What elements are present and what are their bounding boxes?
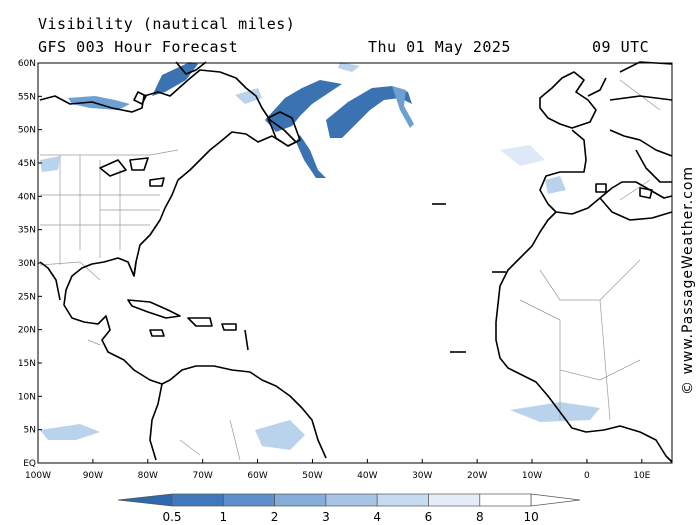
latitude-labels: 60N 55N 50N 45N 40N 35N 30N 25N 20N 15N 10N 5N EQ xyxy=(18,59,42,469)
latitude-label: 50N xyxy=(18,126,36,136)
longitude-label: 50W xyxy=(302,471,322,481)
latitude-label: 30N xyxy=(18,259,36,269)
longitude-label: 10E xyxy=(633,471,650,481)
colorbar-label: 4 xyxy=(373,510,381,524)
colorbar-segment xyxy=(376,493,429,507)
colorbar-segment xyxy=(274,493,327,507)
longitude-label: 80W xyxy=(138,471,158,481)
latitude-label: 15N xyxy=(18,359,36,369)
map-title: Visibility (nautical miles) xyxy=(38,15,296,33)
country-borders xyxy=(39,79,661,461)
latitude-label: 25N xyxy=(18,292,36,302)
colorbar-label: 6 xyxy=(425,510,433,524)
latitude-label: 5N xyxy=(24,426,36,436)
colorbar-left-tip xyxy=(117,493,173,507)
colorbar-segment xyxy=(428,493,481,507)
low-visibility-areas xyxy=(40,62,600,450)
latitude-label: EQ xyxy=(23,459,36,469)
copyright-credit: © www.PassageWeather.com xyxy=(680,165,696,395)
latitude-label: 55N xyxy=(18,92,36,102)
longitude-label: 30W xyxy=(412,471,432,481)
latitude-label: 20N xyxy=(18,326,36,336)
colorbar-label: 10 xyxy=(523,510,538,524)
longitude-label: 40W xyxy=(357,471,377,481)
colorbar-label: 0.5 xyxy=(162,510,181,524)
colorbar-segment xyxy=(222,493,275,507)
colorbar-label: 2 xyxy=(271,510,279,524)
longitude-label: 10W xyxy=(522,471,542,481)
colorbar-segment xyxy=(171,493,224,507)
longitude-labels: 100W 90W 80W 70W 60W 50W 40W 30W 20W 10W 0 10E xyxy=(25,459,651,481)
forecast-date: Thu 01 May 2025 xyxy=(368,38,511,56)
coastlines xyxy=(39,61,673,463)
latitude-label: 40N xyxy=(18,192,36,202)
latitude-label: 45N xyxy=(18,159,36,169)
colorbar-label: 3 xyxy=(322,510,330,524)
longitude-label: 0 xyxy=(584,471,590,481)
longitude-label: 90W xyxy=(83,471,103,481)
colorbar-segment xyxy=(325,493,378,507)
colorbar-label: 8 xyxy=(476,510,484,524)
longitude-label: 20W xyxy=(467,471,487,481)
forecast-time: 09 UTC xyxy=(592,38,650,56)
longitude-label: 100W xyxy=(25,471,51,481)
colorbar-segment xyxy=(479,493,532,507)
forecast-subtitle: GFS 003 Hour Forecast xyxy=(38,38,239,56)
colorbar-right-tip xyxy=(530,493,581,507)
ocean-area xyxy=(38,63,672,463)
latitude-label: 10N xyxy=(18,392,36,402)
longitude-label: 70W xyxy=(192,471,212,481)
visibility-colorbar: 0.5 1 2 3 4 6 8 10 xyxy=(117,493,581,524)
longitude-label: 60W xyxy=(247,471,267,481)
latitude-label: 60N xyxy=(18,59,36,69)
latitude-label: 35N xyxy=(18,226,36,236)
colorbar-label: 1 xyxy=(219,510,227,524)
